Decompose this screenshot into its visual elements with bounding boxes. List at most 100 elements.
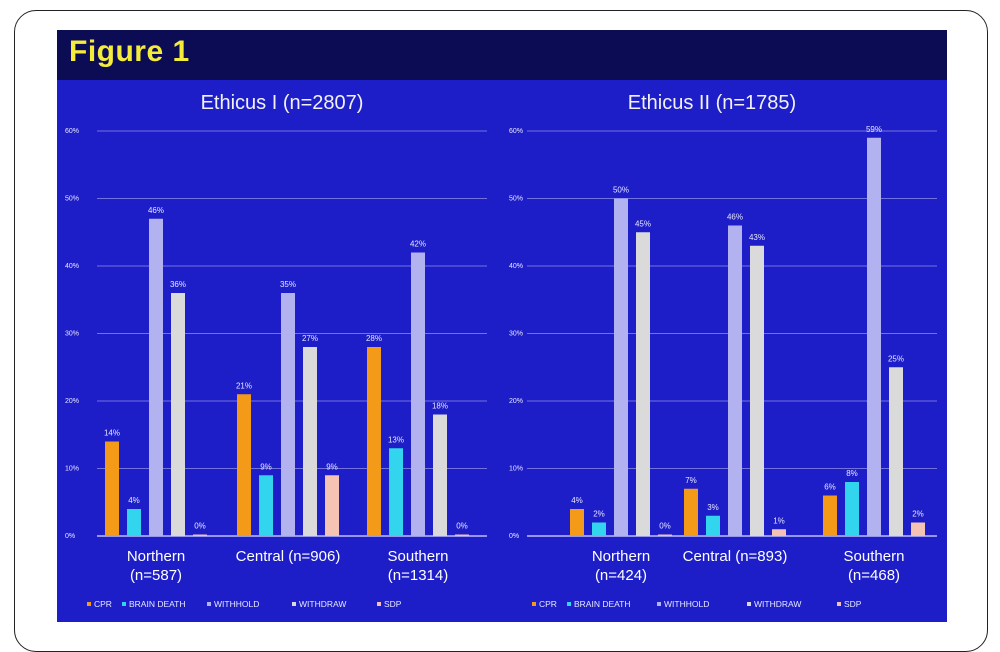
- data-label: 6%: [824, 483, 836, 492]
- bar-brain-death: [389, 448, 403, 536]
- bar-withhold: [281, 293, 295, 536]
- bar-cpr: [105, 441, 119, 536]
- figure-header-bar: Figure 1: [57, 30, 947, 80]
- data-label: 27%: [302, 334, 318, 343]
- bar-cpr: [367, 347, 381, 536]
- legend-label: BRAIN DEATH: [574, 599, 631, 609]
- legend-label: SDP: [384, 599, 402, 609]
- y-tick-label: 0%: [65, 533, 75, 540]
- figure-slide: Figure 1 Ethicus I (n=2807) Ethicus II (…: [57, 30, 947, 622]
- data-label: 1%: [773, 516, 785, 525]
- bar-brain-death: [845, 482, 859, 536]
- bar-cpr: [823, 495, 837, 536]
- bar-cpr: [237, 394, 251, 536]
- bar-cpr: [684, 488, 698, 536]
- legend-swatch: [837, 602, 841, 606]
- legend-swatch: [122, 602, 126, 606]
- bar-sdp: [772, 529, 786, 536]
- y-tick-label: 20%: [509, 398, 523, 405]
- y-tick-label: 40%: [65, 263, 79, 270]
- bar-brain-death: [706, 515, 720, 536]
- y-tick-label: 30%: [65, 331, 79, 338]
- data-label: 46%: [148, 206, 164, 215]
- bar-sdp: [911, 522, 925, 536]
- category-label: Central (n=906): [236, 548, 341, 565]
- bar-withdraw: [171, 293, 185, 536]
- category-label: Southern: [388, 548, 449, 565]
- y-tick-label: 10%: [509, 466, 523, 473]
- y-tick-label: 20%: [65, 398, 79, 405]
- bar-brain-death: [592, 522, 606, 536]
- legend-label: SDP: [844, 599, 862, 609]
- category-label: (n=468): [848, 567, 900, 584]
- category-label: (n=587): [130, 567, 182, 584]
- bar-withhold: [867, 137, 881, 536]
- data-label: 46%: [727, 213, 743, 222]
- y-tick-label: 50%: [65, 196, 79, 203]
- data-label: 36%: [170, 280, 186, 289]
- data-label: 42%: [410, 240, 426, 249]
- legend-label: CPR: [539, 599, 557, 609]
- data-label: 7%: [685, 476, 697, 485]
- y-tick-label: 40%: [509, 263, 523, 270]
- bar-withdraw: [889, 367, 903, 536]
- data-label: 0%: [659, 522, 671, 531]
- data-label: 9%: [326, 462, 338, 471]
- bar-withdraw: [750, 245, 764, 536]
- data-label: 4%: [571, 496, 583, 505]
- bar-withdraw: [303, 347, 317, 536]
- category-label: (n=424): [595, 567, 647, 584]
- data-label: 4%: [128, 496, 140, 505]
- data-label: 18%: [432, 402, 448, 411]
- data-label: 2%: [593, 510, 605, 519]
- data-label: 13%: [388, 435, 404, 444]
- legend-label: CPR: [94, 599, 112, 609]
- legend-swatch: [207, 602, 211, 606]
- data-label: 25%: [888, 354, 904, 363]
- y-tick-label: 60%: [509, 128, 523, 135]
- y-tick-label: 10%: [65, 466, 79, 473]
- y-tick-label: 60%: [65, 128, 79, 135]
- bar-cpr: [570, 509, 584, 536]
- figure-title: Figure 1: [69, 35, 190, 68]
- legend-label: WITHDRAW: [754, 599, 801, 609]
- legend-label: WITHDRAW: [299, 599, 346, 609]
- category-label: (n=1314): [388, 567, 448, 584]
- legend-swatch: [87, 602, 91, 606]
- category-label: Northern: [127, 548, 185, 565]
- data-label: 45%: [635, 219, 651, 228]
- data-label: 21%: [236, 381, 252, 390]
- bar-withdraw: [433, 414, 447, 536]
- data-label: 43%: [749, 233, 765, 242]
- legend-swatch: [567, 602, 571, 606]
- legend-swatch: [532, 602, 536, 606]
- y-tick-label: 0%: [509, 533, 519, 540]
- data-label: 9%: [260, 462, 272, 471]
- legend-swatch: [377, 602, 381, 606]
- category-label: Central (n=893): [683, 548, 788, 565]
- data-label: 28%: [366, 334, 382, 343]
- legend-swatch: [747, 602, 751, 606]
- y-tick-label: 30%: [509, 331, 523, 338]
- legend-swatch: [657, 602, 661, 606]
- bar-charts: 0% 10% 20% 30% 40% 50% 60% 14% 21% 28% 4% 9% 13% 46% 3…: [65, 125, 937, 609]
- legend-label: WITHHOLD: [214, 599, 259, 609]
- data-label: 35%: [280, 280, 296, 289]
- bar-withhold: [411, 252, 425, 536]
- legend-label: WITHHOLD: [664, 599, 709, 609]
- legend-label: BRAIN DEATH: [129, 599, 186, 609]
- bar-withhold: [728, 225, 742, 536]
- chart-title-ethicus-2: Ethicus II (n=1785): [627, 92, 797, 114]
- bar-brain-death: [127, 509, 141, 536]
- data-label: 0%: [194, 522, 206, 531]
- chart-title-ethicus-1: Ethicus I (n=2807): [200, 92, 364, 114]
- data-label: 59%: [866, 125, 882, 134]
- data-label: 8%: [846, 469, 858, 478]
- bar-withhold: [149, 218, 163, 536]
- legend-swatch: [292, 602, 296, 606]
- bar-withdraw: [636, 232, 650, 536]
- data-label: 0%: [456, 522, 468, 531]
- data-label: 50%: [613, 186, 629, 195]
- bar-withhold: [614, 198, 628, 536]
- bar-sdp: [325, 475, 339, 536]
